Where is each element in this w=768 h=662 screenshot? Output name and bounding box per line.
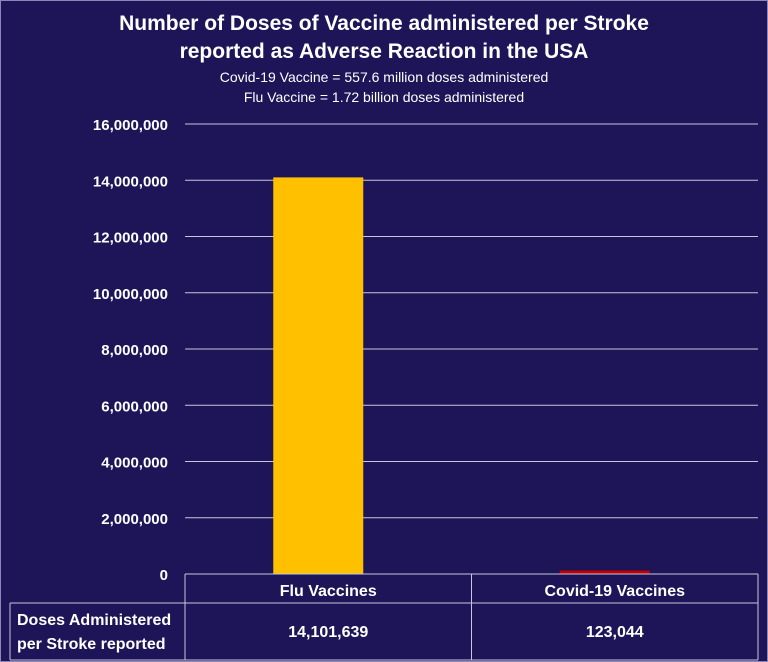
chart-title: Number of Doses of Vaccine administered … [0, 10, 768, 66]
bar [559, 570, 650, 574]
y-tick-label: 2,000,000 [101, 511, 168, 528]
data-label: 123,044 [586, 624, 644, 641]
chart-subtitle-covid: Covid-19 Vaccine = 557.6 million doses a… [219, 69, 549, 85]
x-category-label: Covid-19 Vaccines [544, 583, 685, 600]
y-tick-label: 14,000,000 [93, 173, 168, 190]
y-tick-label: 16,000,000 [93, 117, 168, 134]
table-row-header: per Stroke reported [17, 636, 165, 653]
y-tick-label: 12,000,000 [93, 230, 168, 247]
y-tick-label: 8,000,000 [101, 342, 168, 359]
chart-title-line-2: reported as Adverse Reaction in the USA [179, 40, 589, 63]
y-tick-label: 10,000,000 [93, 286, 168, 303]
y-tick-label: 0 [160, 567, 168, 584]
y-tick-label: 6,000,000 [101, 398, 168, 415]
data-label: 14,101,639 [288, 624, 368, 641]
chart-title-line-1: Number of Doses of Vaccine administered … [119, 12, 649, 35]
table-row-header: Doses Administered [17, 612, 171, 629]
y-tick-label: 4,000,000 [101, 455, 168, 472]
x-category-label: Flu Vaccines [280, 583, 377, 600]
chart-subtitle-flu: Flu Vaccine = 1.72 billion doses adminis… [243, 89, 525, 105]
bar [273, 177, 364, 574]
